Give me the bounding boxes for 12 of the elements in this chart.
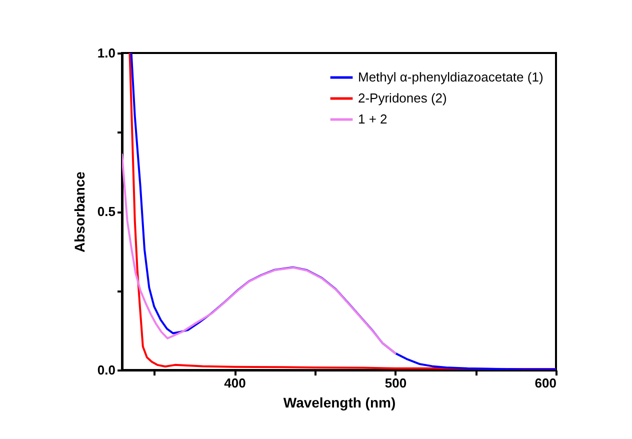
x-tick-label: 400 — [224, 376, 246, 390]
legend-label: 1 + 2 — [358, 112, 388, 126]
line-series — [122, 153, 396, 354]
y-tick-label: 0.0 — [97, 362, 116, 378]
legend-label: 2-Pyridones (2) — [358, 90, 447, 106]
x-axis-title: Wavelength (nm) — [283, 394, 396, 410]
y-axis-title: Absorbance — [71, 171, 88, 252]
x-tick-label: 600 — [534, 376, 556, 390]
legend-label: Methyl α-phenyldiazoacetate (1) — [358, 70, 544, 84]
y-tick-label: 1.0 — [97, 46, 116, 60]
y-tick-label: 0.5 — [97, 204, 116, 219]
x-tick-label: 500 — [384, 376, 407, 390]
